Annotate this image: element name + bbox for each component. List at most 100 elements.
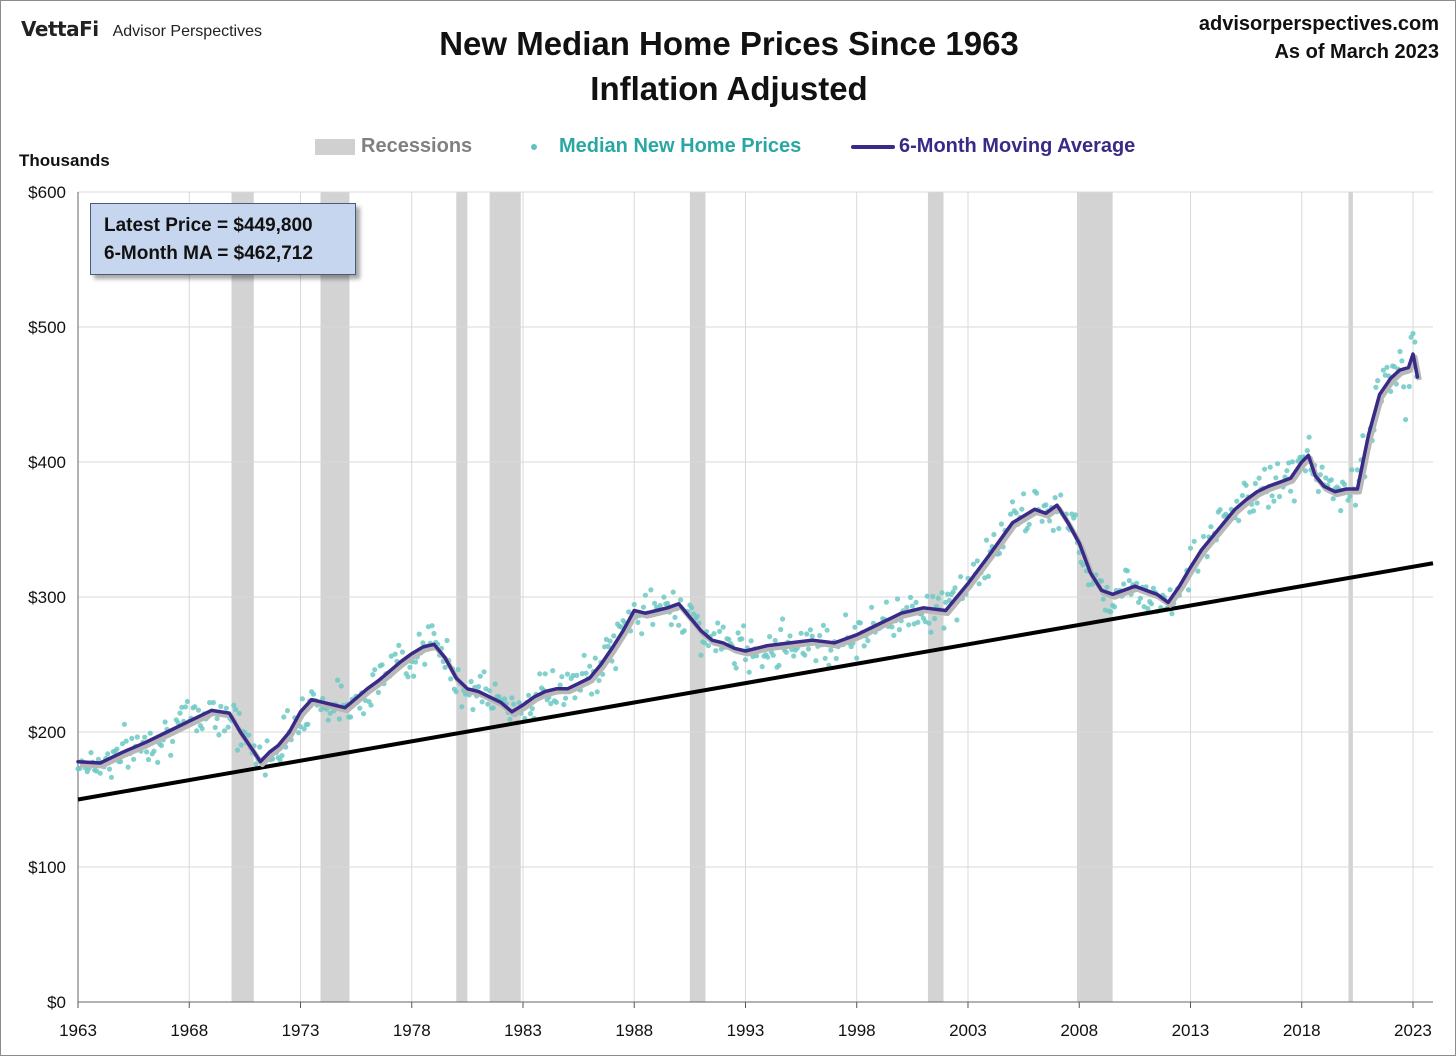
brand-subtitle: Advisor Perspectives bbox=[112, 23, 262, 40]
price-point-280 bbox=[594, 689, 600, 695]
price-point-276 bbox=[587, 663, 593, 669]
price-point-392 bbox=[802, 652, 808, 658]
price-point-654 bbox=[1288, 488, 1294, 494]
price-point-318 bbox=[665, 600, 671, 607]
x-tick-label-10: 2013 bbox=[1172, 1021, 1210, 1040]
price-point-442 bbox=[894, 596, 901, 602]
price-point-590 bbox=[1169, 611, 1175, 617]
price-point-472 bbox=[950, 589, 956, 595]
price-point-459 bbox=[926, 620, 932, 626]
price-point-80 bbox=[223, 705, 229, 711]
price-point-191 bbox=[429, 623, 435, 629]
price-point-119 bbox=[296, 730, 302, 736]
price-point-268 bbox=[572, 695, 578, 701]
price-point-281 bbox=[596, 677, 602, 684]
price-point-21 bbox=[114, 746, 120, 752]
price-point-645 bbox=[1271, 498, 1277, 504]
price-point-426 bbox=[865, 638, 871, 644]
price-point-314 bbox=[657, 603, 663, 609]
price-point-373 bbox=[767, 634, 773, 640]
price-point-286 bbox=[605, 643, 611, 650]
price-point-234 bbox=[509, 695, 515, 701]
price-point-714 bbox=[1399, 358, 1405, 364]
price-point-261 bbox=[559, 674, 565, 680]
price-point-310 bbox=[650, 621, 656, 628]
price-point-652 bbox=[1284, 468, 1290, 474]
price-point-664 bbox=[1306, 434, 1312, 440]
price-point-96 bbox=[253, 761, 259, 767]
price-point-201 bbox=[448, 676, 454, 682]
price-point-258 bbox=[553, 699, 560, 705]
price-point-92 bbox=[246, 732, 252, 738]
price-point-207 bbox=[459, 704, 465, 710]
price-point-7 bbox=[88, 750, 94, 756]
price-point-264 bbox=[564, 671, 571, 677]
price-point-486 bbox=[976, 581, 982, 587]
x-tick-label-9: 2008 bbox=[1060, 1021, 1098, 1040]
price-point-345 bbox=[715, 620, 721, 626]
price-point-460 bbox=[928, 629, 934, 635]
price-point-351 bbox=[726, 636, 732, 642]
price-point-609 bbox=[1204, 553, 1210, 560]
price-point-628 bbox=[1239, 492, 1245, 499]
chart-title-line2: Inflation Adjusted bbox=[590, 70, 868, 107]
price-point-327 bbox=[681, 628, 687, 634]
price-point-509 bbox=[1019, 506, 1025, 512]
price-point-655 bbox=[1289, 459, 1296, 465]
x-tick-label-3: 1978 bbox=[393, 1021, 431, 1040]
moving-average-line bbox=[76, 352, 1420, 765]
price-point-589 bbox=[1167, 587, 1173, 593]
price-point-182 bbox=[412, 659, 419, 665]
price-point-382 bbox=[783, 649, 789, 655]
price-point-287 bbox=[607, 638, 613, 644]
price-point-428 bbox=[869, 604, 875, 610]
price-point-517 bbox=[1034, 490, 1040, 496]
price-point-340 bbox=[705, 643, 712, 649]
x-tick-label-0: 1963 bbox=[59, 1021, 97, 1040]
price-point-152 bbox=[357, 705, 363, 711]
price-point-213 bbox=[470, 706, 476, 713]
price-point-279 bbox=[592, 655, 598, 661]
price-point-476 bbox=[958, 574, 964, 580]
price-point-290 bbox=[613, 666, 619, 672]
price-point-30 bbox=[131, 756, 137, 762]
price-point-504 bbox=[1009, 499, 1016, 505]
price-point-646 bbox=[1273, 475, 1279, 481]
price-point-394 bbox=[805, 646, 812, 652]
price-point-552 bbox=[1098, 578, 1105, 584]
price-point-198 bbox=[442, 664, 448, 671]
price-point-27 bbox=[125, 764, 131, 770]
price-point-567 bbox=[1126, 578, 1132, 584]
price-point-375 bbox=[770, 652, 776, 658]
x-tick-label-2: 1973 bbox=[282, 1021, 320, 1040]
price-point-402 bbox=[820, 622, 827, 629]
price-point-344 bbox=[713, 648, 719, 654]
price-point-87 bbox=[236, 710, 242, 716]
price-point-687 bbox=[1349, 467, 1355, 473]
price-point-324 bbox=[676, 622, 682, 628]
price-point-305 bbox=[640, 604, 647, 610]
price-point-393 bbox=[804, 631, 810, 637]
price-point-369 bbox=[759, 664, 765, 670]
price-point-386 bbox=[791, 653, 797, 659]
price-point-224 bbox=[490, 705, 496, 711]
price-point-102 bbox=[264, 738, 270, 744]
price-point-205 bbox=[455, 667, 461, 673]
x-tick-label-1: 1968 bbox=[170, 1021, 208, 1040]
price-point-101 bbox=[262, 772, 268, 778]
price-point-380 bbox=[780, 616, 786, 622]
y-axis-units-label: Thousands bbox=[19, 151, 110, 170]
price-point-677 bbox=[1330, 496, 1336, 502]
price-point-458 bbox=[924, 593, 930, 599]
legend-prices: Median New Home Prices bbox=[531, 135, 801, 158]
price-point-39 bbox=[147, 730, 153, 736]
price-point-75 bbox=[214, 715, 220, 722]
price-point-577 bbox=[1145, 606, 1151, 612]
price-point-686 bbox=[1347, 493, 1353, 499]
price-point-662 bbox=[1302, 468, 1308, 474]
price-point-204 bbox=[453, 689, 459, 695]
price-point-32 bbox=[134, 734, 140, 740]
price-point-359 bbox=[741, 623, 747, 629]
price-point-24 bbox=[119, 741, 126, 747]
